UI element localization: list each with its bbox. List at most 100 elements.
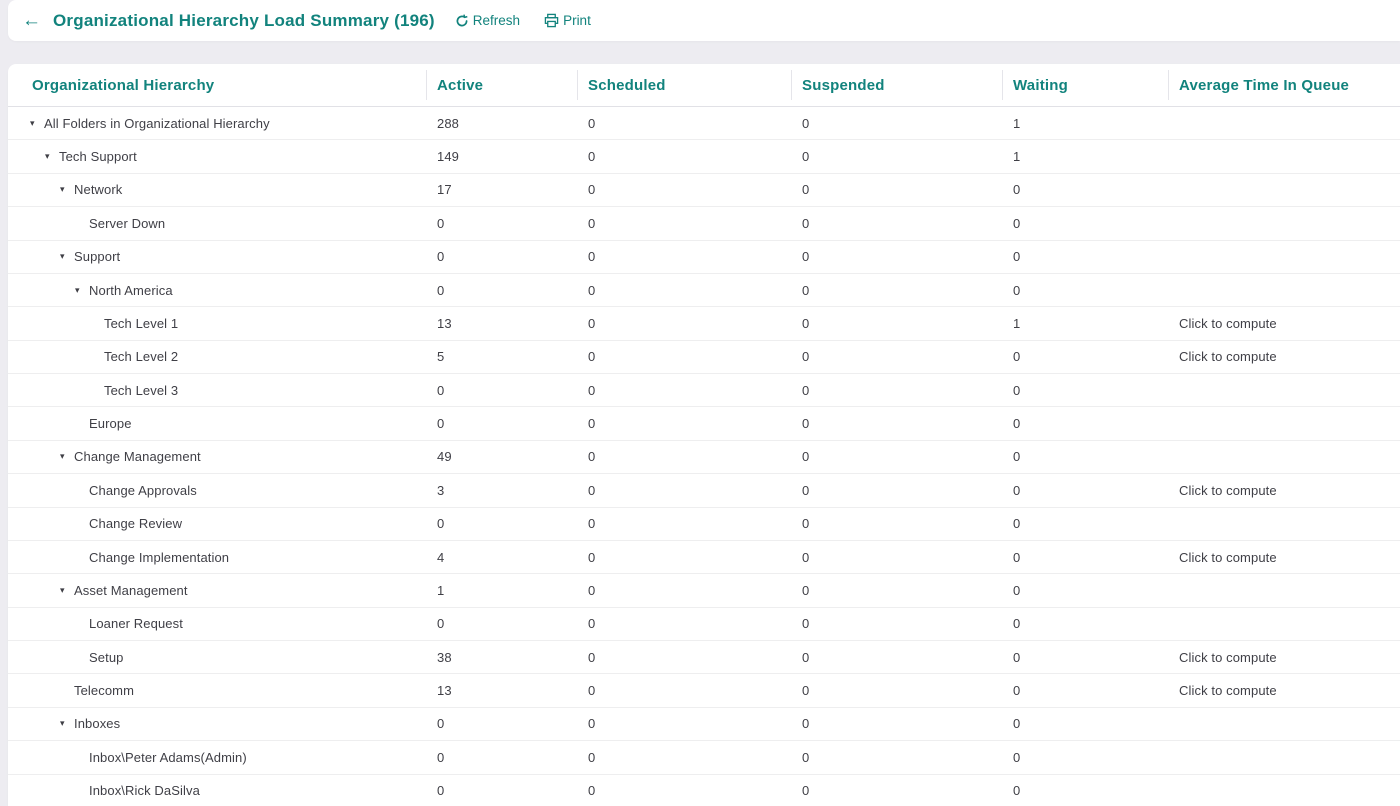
scheduled-count: 0 (588, 783, 596, 799)
waiting-count: 0 (1013, 482, 1021, 498)
active-count: 17 (437, 182, 452, 198)
print-button[interactable]: Print (544, 13, 591, 28)
hierarchy-cell[interactable]: Setup (8, 650, 427, 665)
collapse-arrow-icon[interactable]: ▾ (60, 718, 65, 729)
collapse-arrow-icon[interactable]: ▾ (75, 284, 80, 295)
hierarchy-cell[interactable]: Tech Level 3 (8, 383, 427, 398)
hierarchy-cell[interactable]: Tech Level 1 (8, 316, 427, 331)
active-count: 0 (437, 749, 445, 765)
table-row: ▾ Asset Management 1 0 0 0 (8, 574, 1400, 608)
hierarchy-cell[interactable]: ▾ All Folders in Organizational Hierarchy (8, 116, 427, 131)
collapse-arrow-icon[interactable]: ▾ (60, 584, 65, 595)
folder-name: Network (74, 182, 123, 198)
hierarchy-cell[interactable]: Tech Level 2 (8, 349, 427, 364)
scheduled-count: 0 (588, 516, 596, 532)
suspended-count: 0 (802, 716, 810, 732)
hierarchy-cell[interactable]: ▾ Inboxes (8, 716, 427, 731)
table-header-row: Organizational Hierarchy Active Scheduled S… (8, 64, 1400, 107)
scheduled-count: 0 (588, 683, 596, 699)
column-header-organizational-hierarchy[interactable]: Organizational Hierarchy (8, 70, 427, 100)
hierarchy-cell[interactable]: ▾ North America (8, 283, 427, 298)
hierarchy-cell[interactable]: Change Implementation (8, 550, 427, 565)
hierarchy-cell[interactable]: Change Approvals (8, 483, 427, 498)
suspended-count: 0 (802, 749, 810, 765)
folder-name: Telecomm (74, 683, 135, 699)
waiting-count: 0 (1013, 783, 1021, 799)
collapse-arrow-icon[interactable]: ▾ (60, 451, 65, 462)
active-count: 0 (437, 382, 445, 398)
avg-time-compute-link[interactable]: Click to compute (1179, 315, 1277, 331)
folder-name: Europe (89, 416, 132, 432)
hierarchy-cell[interactable]: ▾ Asset Management (8, 583, 427, 598)
active-count: 288 (437, 115, 459, 131)
hierarchy-cell[interactable]: Telecomm (8, 683, 427, 698)
collapse-arrow-icon[interactable]: ▾ (60, 184, 65, 195)
table-row: Loaner Request 0 0 0 0 (8, 608, 1400, 641)
hierarchy-cell[interactable]: Loaner Request (8, 616, 427, 631)
folder-name: Tech Level 2 (104, 349, 179, 365)
table-row: Europe 0 0 0 0 (8, 407, 1400, 441)
column-header-average-time-in-queue[interactable]: Average Time In Queue (1179, 76, 1350, 94)
scheduled-count: 0 (588, 549, 596, 565)
folder-name: Inboxes (74, 716, 121, 732)
hierarchy-cell[interactable]: Inbox\Rick DaSilva (8, 783, 427, 798)
waiting-count: 0 (1013, 416, 1021, 432)
hierarchy-cell[interactable]: ▾ Change Management (8, 449, 427, 464)
collapse-arrow-icon[interactable]: ▾ (30, 117, 35, 128)
active-count: 0 (437, 416, 445, 432)
hierarchy-cell[interactable]: Server Down (8, 216, 427, 231)
active-count: 0 (437, 516, 445, 532)
collapse-arrow-icon[interactable]: ▾ (45, 151, 50, 162)
refresh-button[interactable]: Refresh (455, 13, 520, 28)
avg-time-compute-link[interactable]: Click to compute (1179, 549, 1277, 565)
avg-time-compute-link[interactable]: Click to compute (1179, 482, 1277, 498)
table-row: ▾ Tech Support 149 0 0 1 (8, 140, 1400, 174)
hierarchy-cell[interactable]: ▾ Tech Support (8, 149, 427, 164)
scheduled-count: 0 (588, 749, 596, 765)
folder-name: Tech Level 3 (104, 382, 179, 398)
hierarchy-cell[interactable]: ▾ Support (8, 249, 427, 264)
suspended-count: 0 (802, 582, 810, 598)
active-count: 4 (437, 549, 445, 565)
column-header-scheduled[interactable]: Scheduled (578, 70, 792, 100)
folder-name: Tech Support (59, 149, 137, 165)
column-header-suspended[interactable]: Suspended (792, 70, 1003, 100)
active-count: 0 (437, 716, 445, 732)
folder-name: Support (74, 249, 121, 265)
column-header-active[interactable]: Active (427, 70, 578, 100)
suspended-count: 0 (802, 616, 810, 632)
active-count: 149 (437, 149, 459, 165)
active-count: 49 (437, 449, 452, 465)
waiting-count: 0 (1013, 516, 1021, 532)
hierarchy-cell[interactable]: ▾ Network (8, 182, 427, 197)
hierarchy-cell[interactable]: Inbox\Peter Adams(Admin) (8, 750, 427, 765)
hierarchy-cell[interactable]: Change Review (8, 516, 427, 531)
back-button[interactable]: ← (22, 10, 41, 31)
collapse-arrow-icon[interactable]: ▾ (60, 251, 65, 262)
scheduled-count: 0 (588, 315, 596, 331)
folder-name: Change Review (89, 516, 183, 532)
hierarchy-cell[interactable]: Europe (8, 416, 427, 431)
scheduled-count: 0 (588, 649, 596, 665)
avg-time-compute-link[interactable]: Click to compute (1179, 349, 1277, 365)
suspended-count: 0 (802, 449, 810, 465)
table-row: Tech Level 1 13 0 0 1 Click to compute (8, 307, 1400, 341)
folder-name: North America (89, 282, 173, 298)
scheduled-count: 0 (588, 716, 596, 732)
waiting-count: 1 (1013, 115, 1021, 131)
active-count: 38 (437, 649, 452, 665)
active-count: 1 (437, 582, 445, 598)
suspended-count: 0 (802, 416, 810, 432)
table-row: Tech Level 3 0 0 0 0 (8, 374, 1400, 408)
column-header-waiting[interactable]: Waiting (1003, 70, 1169, 100)
print-label: Print (563, 13, 591, 28)
avg-time-compute-link[interactable]: Click to compute (1179, 683, 1277, 699)
waiting-count: 0 (1013, 582, 1021, 598)
scheduled-count: 0 (588, 182, 596, 198)
suspended-count: 0 (802, 783, 810, 799)
suspended-count: 0 (802, 482, 810, 498)
avg-time-compute-link[interactable]: Click to compute (1179, 649, 1277, 665)
scheduled-count: 0 (588, 349, 596, 365)
suspended-count: 0 (802, 215, 810, 231)
table-row: Change Implementation 4 0 0 0 Click to comput… (8, 541, 1400, 575)
